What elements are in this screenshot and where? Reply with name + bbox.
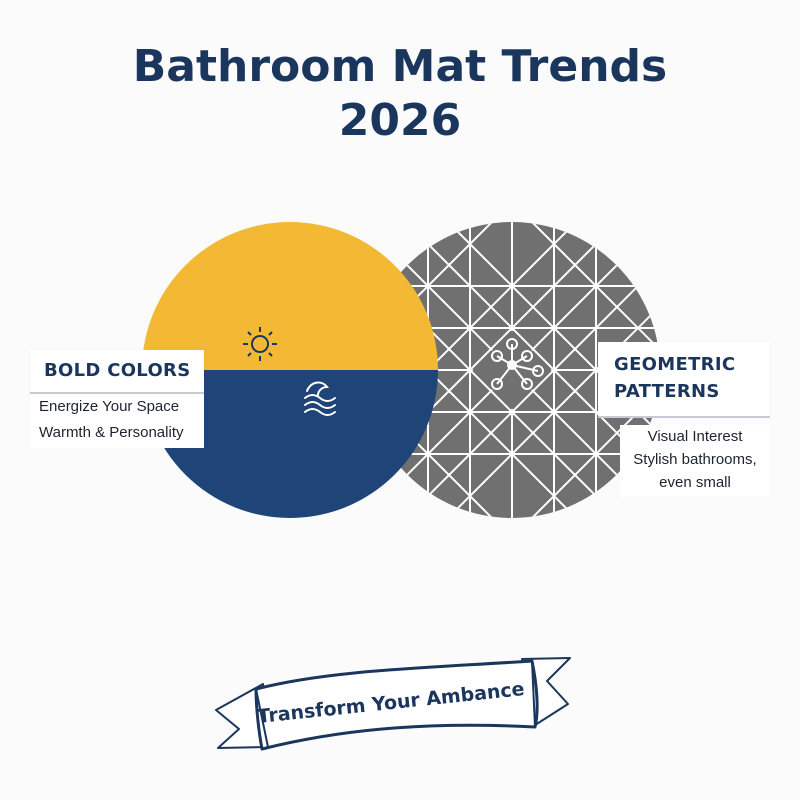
geometric-patterns-description: Visual Interest Stylish bathrooms, even … [620,425,770,497]
bold-colors-divider [30,392,204,394]
geometric-patterns-line-3: even small [659,474,731,491]
geometric-patterns-heading-line-2: PATTERNS [614,381,720,402]
geometric-patterns-line-1: Visual Interest [647,428,743,445]
page-title-line-1: Bathroom Mat Trends [132,41,668,92]
wave-icon [304,381,336,416]
page-title: Bathroom Mat Trends 2026 [0,40,800,148]
bold-colors-description: Energize Your Space Warmth & Personality [30,394,204,448]
bold-colors-heading: BOLD COLORS [44,360,191,381]
bold-colors-line-1: Energize Your Space [39,398,180,415]
geometric-patterns-line-2: Stylish bathrooms, [633,451,757,468]
geometric-patterns-heading-panel: GEOMETRIC PATTERNS [598,342,770,416]
bold-colors-line-2: Warmth & Personality [39,424,184,441]
sun-icon [243,327,277,361]
network-icon [491,338,544,390]
geometric-patterns-heading-line-1: GEOMETRIC [614,354,736,375]
page-title-line-2: 2026 [338,95,462,146]
bold-colors-heading-panel: BOLD COLORS [30,350,204,392]
geometric-patterns-divider [598,416,770,418]
ribbon-banner [215,657,571,751]
